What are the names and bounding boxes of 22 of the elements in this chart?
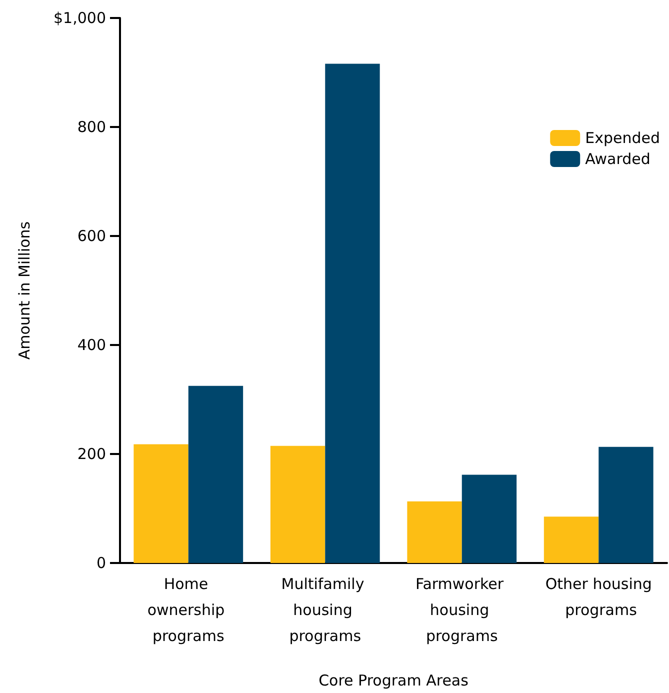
- legend-label: Awarded: [585, 150, 650, 168]
- bar: [598, 446, 654, 563]
- bar: [325, 64, 380, 563]
- y-tick-label: 200: [77, 445, 106, 463]
- y-tick-label: 400: [77, 336, 106, 354]
- bar: [270, 446, 326, 563]
- x-axis-title: Core Program Areas: [318, 672, 469, 690]
- x-tick-label: Other housing programs: [545, 575, 652, 619]
- y-tick-label: $1,000: [54, 9, 106, 27]
- x-tick-label: Home ownership programs: [147, 575, 230, 645]
- bar: [544, 516, 599, 563]
- bar: [407, 501, 462, 563]
- bar: [134, 444, 188, 563]
- legend-label: Expended: [585, 129, 660, 147]
- y-tick-label: 800: [77, 118, 106, 136]
- y-tick-label: 600: [77, 227, 106, 245]
- y-axis-title: Amount in Millions: [16, 221, 34, 360]
- x-tick-label: Farmworker housing programs: [415, 575, 508, 645]
- bar: [188, 386, 244, 563]
- y-tick-label: 0: [96, 554, 106, 572]
- x-tick-label: Multifamily housing programs: [281, 575, 369, 645]
- bar: [462, 474, 517, 563]
